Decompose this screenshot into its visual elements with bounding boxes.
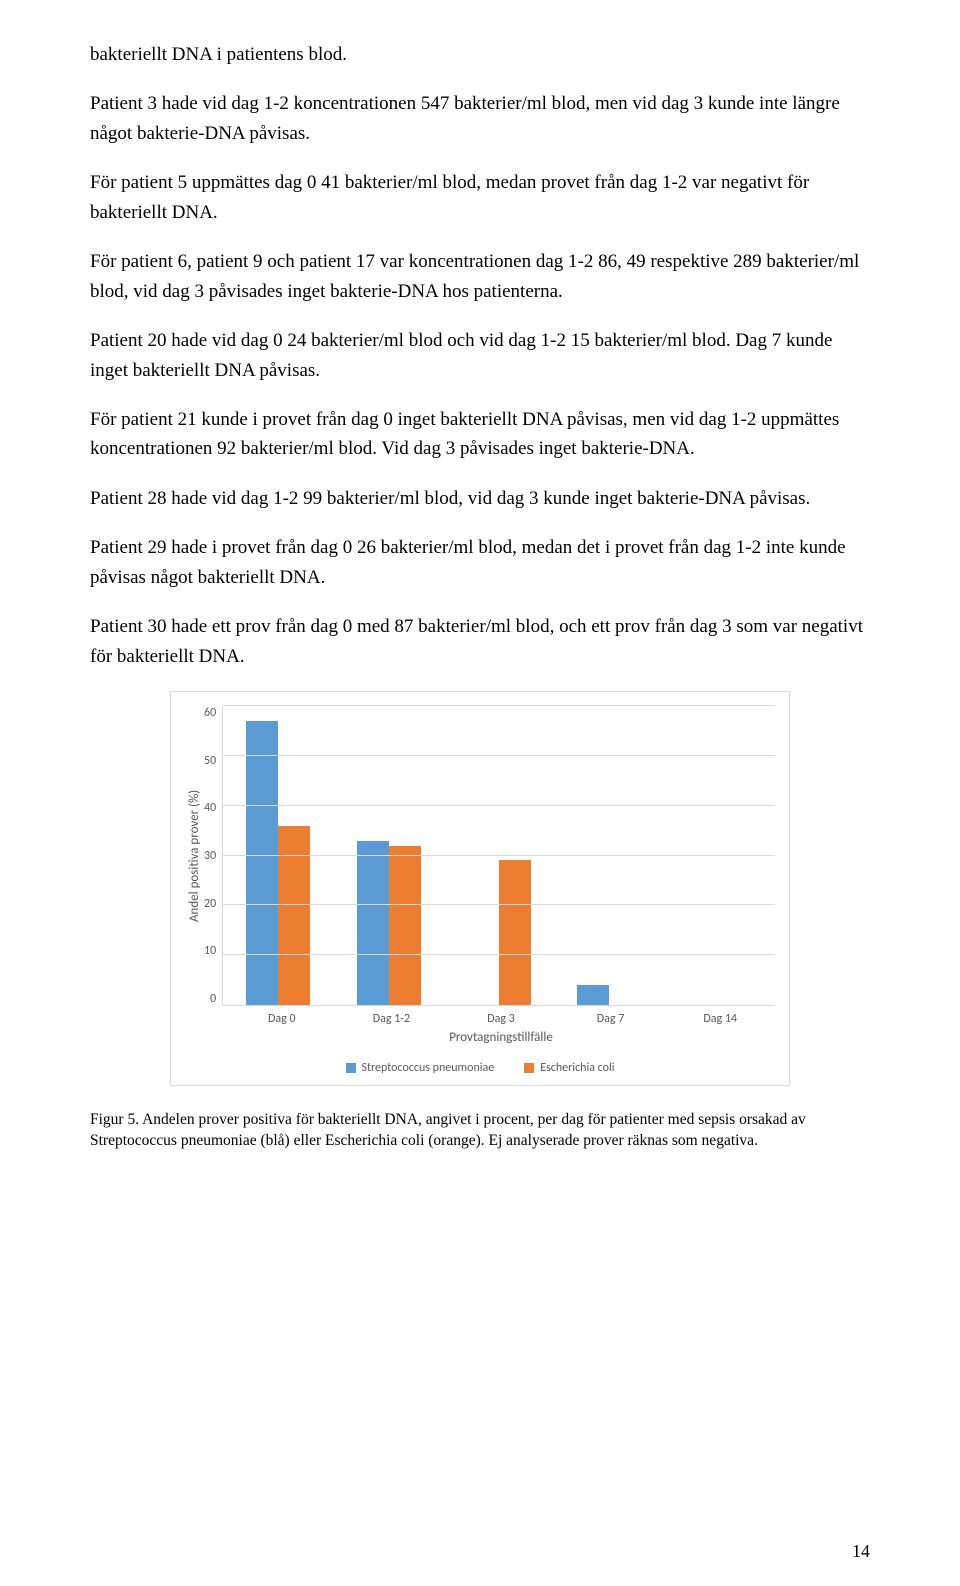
chart-legend-label: Streptococcus pneumoniae bbox=[362, 1061, 495, 1075]
chart-legend: Streptococcus pneumoniae Escherichia coli bbox=[185, 1061, 775, 1075]
chart-bar-group bbox=[334, 706, 444, 1005]
chart-legend-swatch bbox=[346, 1063, 356, 1073]
paragraph: bakteriellt DNA i patientens blod. bbox=[90, 40, 870, 69]
chart-x-tick: Dag 3 bbox=[446, 1012, 556, 1026]
figure-caption: Figur 5. Andelen prover positiva för bak… bbox=[90, 1110, 870, 1152]
chart-bar bbox=[389, 846, 421, 1005]
chart-y-axis: 60 50 40 30 20 10 0 bbox=[204, 706, 222, 1006]
paragraph: Patient 20 hade vid dag 0 24 bakterier/m… bbox=[90, 326, 870, 385]
chart-bar bbox=[577, 985, 609, 1005]
chart-gridline bbox=[223, 755, 775, 756]
chart-plot-area bbox=[222, 706, 775, 1006]
chart-legend-swatch bbox=[524, 1063, 534, 1073]
paragraph: För patient 5 uppmättes dag 0 41 bakteri… bbox=[90, 168, 870, 227]
chart-y-tick: 10 bbox=[204, 944, 216, 958]
chart-gridline bbox=[223, 805, 775, 806]
paragraph: Patient 29 hade i provet från dag 0 26 b… bbox=[90, 533, 870, 592]
chart-y-tick: 30 bbox=[204, 849, 216, 863]
chart-legend-item: Streptococcus pneumoniae bbox=[346, 1061, 495, 1075]
chart-x-tick: Dag 0 bbox=[227, 1012, 337, 1026]
paragraph: För patient 6, patient 9 och patient 17 … bbox=[90, 247, 870, 306]
page-number: 14 bbox=[852, 1541, 870, 1562]
chart-bar-group bbox=[665, 706, 775, 1005]
chart-x-label: Provtagningstillfälle bbox=[227, 1030, 775, 1045]
chart-x-axis: Dag 0Dag 1-2Dag 3Dag 7Dag 14 bbox=[227, 1012, 775, 1026]
paragraph: För patient 21 kunde i provet från dag 0… bbox=[90, 405, 870, 464]
chart-bar bbox=[278, 826, 310, 1005]
bar-chart: Andel positiva prover (%) 6050403020100 … bbox=[170, 691, 790, 1086]
chart-bar bbox=[357, 841, 389, 1005]
chart-x-tick: Dag 1-2 bbox=[337, 1012, 447, 1026]
chart-y-tick: 0 bbox=[210, 992, 216, 1006]
chart-bar-group bbox=[554, 706, 664, 1005]
chart-y-tick: 20 bbox=[204, 897, 216, 911]
chart-y-tick: 60 bbox=[204, 706, 216, 720]
chart-gridline bbox=[223, 705, 775, 706]
chart-y-label: Andel positiva prover (%) bbox=[185, 706, 204, 1006]
paragraph: Patient 30 hade ett prov från dag 0 med … bbox=[90, 612, 870, 671]
chart-x-tick: Dag 14 bbox=[665, 1012, 775, 1026]
chart-x-tick: Dag 7 bbox=[556, 1012, 666, 1026]
chart-y-tick: 40 bbox=[204, 801, 216, 815]
chart-gridline bbox=[223, 855, 775, 856]
paragraph: Patient 28 hade vid dag 1-2 99 bakterier… bbox=[90, 484, 870, 513]
chart-bar-group bbox=[223, 706, 333, 1005]
chart-bar bbox=[246, 721, 278, 1005]
paragraph: Patient 3 hade vid dag 1-2 koncentration… bbox=[90, 89, 870, 148]
chart-gridline bbox=[223, 904, 775, 905]
chart-bar bbox=[499, 860, 531, 1005]
chart-gridline bbox=[223, 954, 775, 955]
chart-y-tick: 50 bbox=[204, 754, 216, 768]
chart-legend-label: Escherichia coli bbox=[540, 1061, 614, 1075]
chart-legend-item: Escherichia coli bbox=[524, 1061, 614, 1075]
chart-bar-group bbox=[444, 706, 554, 1005]
